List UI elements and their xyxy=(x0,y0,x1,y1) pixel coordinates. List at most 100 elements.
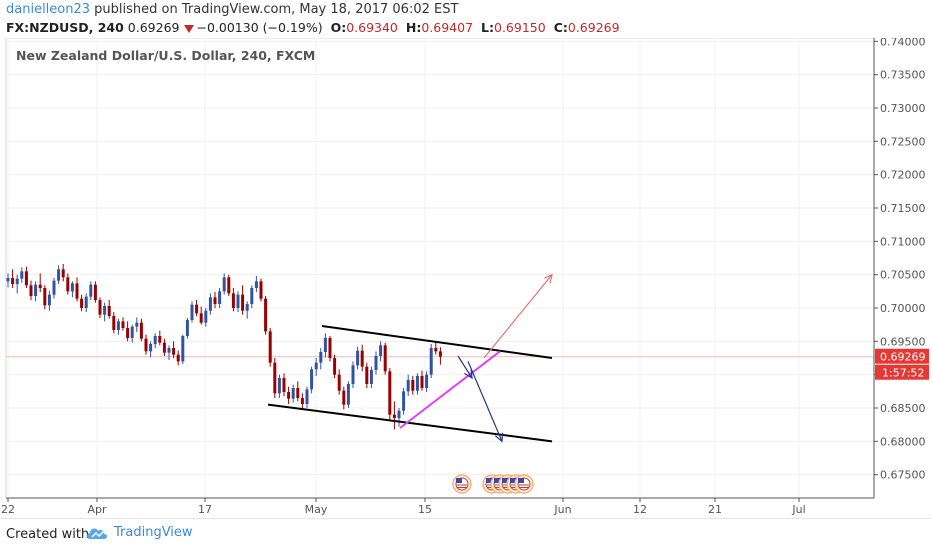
current-price-tag xyxy=(875,348,929,364)
candle-body xyxy=(420,376,424,388)
down-arrow-icon xyxy=(183,24,194,33)
candle-body xyxy=(6,278,10,282)
x-tick-label: 21 xyxy=(708,503,722,516)
candle-body xyxy=(57,269,61,281)
candle-body xyxy=(84,296,88,308)
price-tags: 0.69269 1:57:52 xyxy=(875,348,929,380)
candle-body xyxy=(300,398,304,404)
candle-body xyxy=(222,277,226,292)
author-link[interactable]: danielleon23 xyxy=(6,2,91,17)
candle-body xyxy=(126,328,130,338)
candle-body xyxy=(264,298,268,332)
last-price: 0.69269 xyxy=(127,20,180,35)
candle-body xyxy=(121,321,125,328)
candle-body xyxy=(11,278,15,284)
candle-body xyxy=(24,271,28,286)
candle-body xyxy=(195,304,199,314)
candle-body xyxy=(167,348,171,353)
current-price-tag-label: 0.69269 xyxy=(880,351,926,364)
candle-body xyxy=(333,358,337,375)
candle-body xyxy=(379,345,383,356)
candle-body xyxy=(162,342,166,353)
y-tick-label: 0.73000 xyxy=(880,102,926,115)
candle-body xyxy=(360,350,364,367)
publish-info: danielleon23 published on TradingView.co… xyxy=(6,2,458,17)
candle-body xyxy=(369,370,373,384)
candle-body xyxy=(66,277,70,292)
candle-body xyxy=(351,365,355,384)
candle-body xyxy=(144,338,148,352)
x-tick-label: Jul xyxy=(791,503,805,516)
y-axis[interactable]: 0.74000 0.73500 0.73000 0.72500 0.72000 0.715… xyxy=(873,38,926,498)
candle-body xyxy=(305,389,309,404)
candle-body xyxy=(139,322,143,339)
candle-body xyxy=(374,356,378,370)
candle-body xyxy=(402,391,406,411)
us-flag-icon[interactable] xyxy=(514,474,534,494)
bearish-projection-arrow xyxy=(467,361,502,441)
candle-body xyxy=(135,322,139,327)
candle-body xyxy=(29,285,33,296)
candle-body xyxy=(273,362,277,394)
y-tick-label: 0.73500 xyxy=(880,69,926,82)
candle-body xyxy=(199,313,203,323)
candle-body xyxy=(406,380,410,392)
plot-area[interactable] xyxy=(5,38,875,499)
candle-body xyxy=(323,338,327,352)
candle-body xyxy=(52,280,56,295)
price-chart[interactable]: New Zealand Dollar/U.S. Dollar, 240, FXC… xyxy=(0,38,932,518)
candle-body xyxy=(107,306,111,316)
y-tick-label: 0.71500 xyxy=(880,202,926,215)
candle-body xyxy=(259,281,263,299)
candle-body xyxy=(415,376,419,391)
open-value: 0.69340 xyxy=(346,20,398,35)
candle-body xyxy=(282,378,286,392)
candle-body xyxy=(429,348,433,375)
flag-canton xyxy=(502,478,508,483)
y-tick-label: 0.68500 xyxy=(880,402,926,415)
countdown-tag xyxy=(875,364,929,380)
candle-body xyxy=(319,352,323,363)
candle-body xyxy=(190,304,194,320)
low-label: L: xyxy=(481,20,494,35)
candle-body xyxy=(158,336,162,343)
y-tick-label: 0.67500 xyxy=(880,469,926,482)
tradingview-brand-link[interactable]: TradingView xyxy=(86,525,193,540)
chart-title: New Zealand Dollar/U.S. Dollar, 240, FXC… xyxy=(16,48,315,63)
x-tick-label: 17 xyxy=(198,503,212,516)
candle-body xyxy=(213,297,217,304)
chart-header: danielleon23 published on TradingView.co… xyxy=(0,0,932,38)
x-tick-label: 15 xyxy=(418,503,432,516)
event-markers[interactable] xyxy=(452,474,534,494)
flag-canton xyxy=(510,478,516,483)
candle-body xyxy=(383,345,387,372)
drawings xyxy=(267,275,552,442)
candle-body xyxy=(98,300,102,315)
candle-body xyxy=(277,378,281,394)
candle-body xyxy=(34,284,38,296)
footer: Created with TradingView xyxy=(0,518,932,551)
candle-body xyxy=(208,297,212,311)
candle-body xyxy=(70,283,74,292)
candle-body xyxy=(75,283,79,299)
candle-body xyxy=(20,271,24,279)
flag-canton xyxy=(456,478,462,483)
y-tick-label: 0.69500 xyxy=(880,335,926,348)
us-flag-icon[interactable] xyxy=(452,474,472,494)
x-axis[interactable]: 22 Apr 17 May 15 Jun 12 21 Jul xyxy=(1,497,874,516)
candle-body xyxy=(356,350,360,366)
x-tick-label: Apr xyxy=(87,503,107,516)
candle-body xyxy=(314,362,318,370)
x-tick-label: May xyxy=(305,503,328,516)
symbol-label: FX:NZDUSD, 240 xyxy=(6,20,124,35)
candle-body xyxy=(268,331,272,363)
low-value: 0.69150 xyxy=(494,20,546,35)
candle-body xyxy=(61,269,65,278)
candle-body xyxy=(245,304,249,311)
close-label: C: xyxy=(553,20,568,35)
candle-body xyxy=(337,374,341,391)
published-text: published on TradingView.com, May 18, 20… xyxy=(94,2,459,17)
y-tick-label: 0.71000 xyxy=(880,235,926,248)
candle-body xyxy=(43,288,47,306)
candle-body xyxy=(388,371,392,415)
